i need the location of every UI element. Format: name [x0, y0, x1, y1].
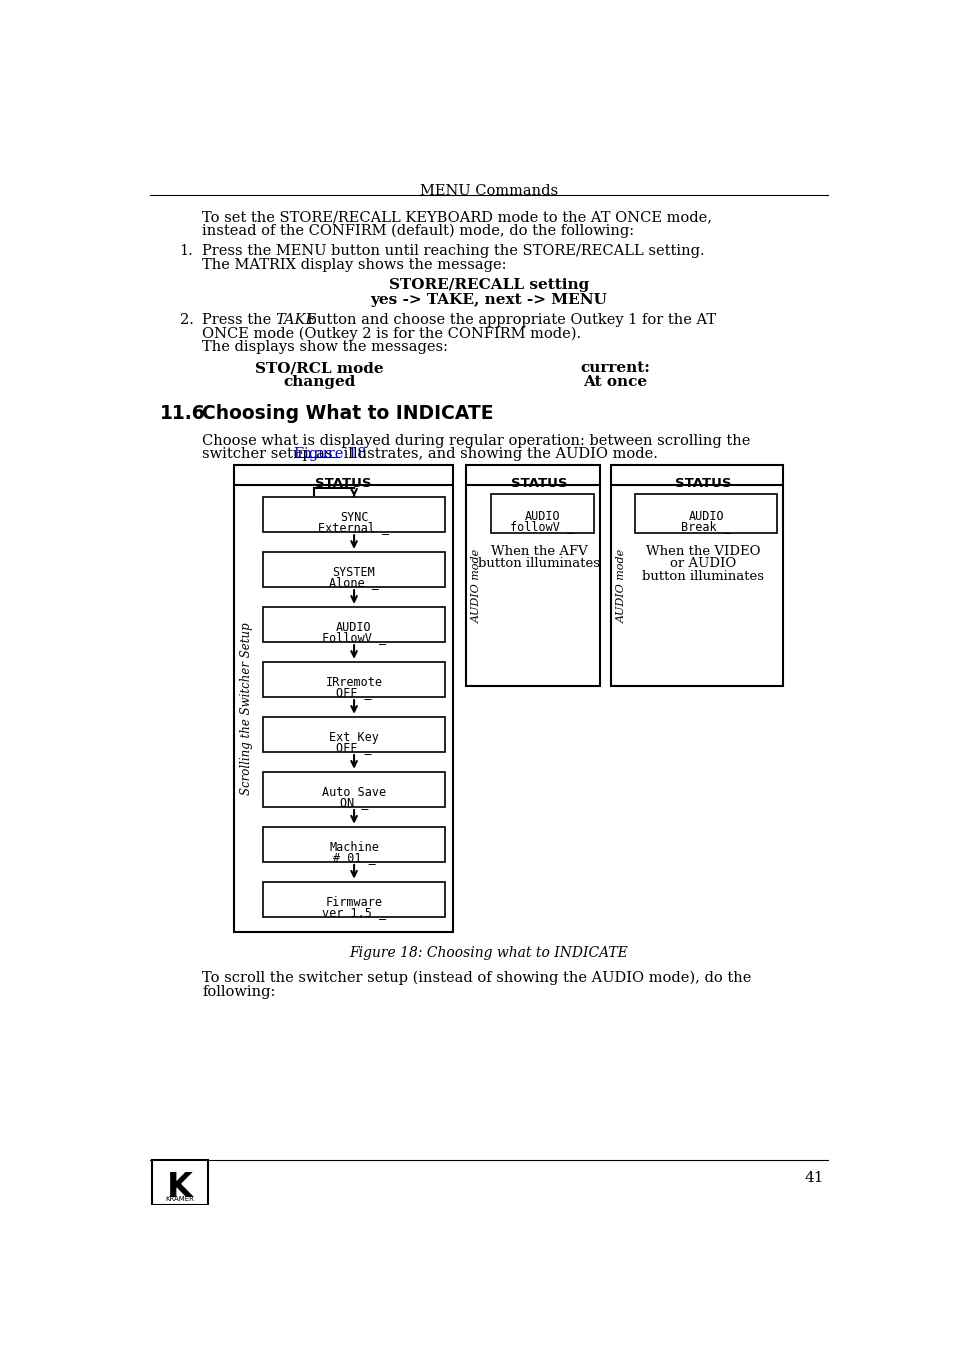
Text: followV _: followV _	[510, 520, 574, 532]
Bar	[263, 716, 444, 751]
Text: SYSTEM: SYSTEM	[333, 566, 375, 580]
Text: STATUS: STATUS	[314, 478, 371, 490]
Text: When the VIDEO: When the VIDEO	[645, 546, 760, 558]
Text: Choose what is displayed during regular operation: between scrolling the: Choose what is displayed during regular …	[202, 433, 750, 448]
Bar	[152, 1160, 208, 1205]
Text: STO/RCL mode: STO/RCL mode	[254, 362, 383, 375]
Text: TAKE: TAKE	[274, 313, 315, 326]
Text: ver 1.5 _: ver 1.5 _	[322, 906, 386, 919]
Text: FollowV _: FollowV _	[322, 631, 386, 645]
Text: The MATRIX display shows the message:: The MATRIX display shows the message:	[202, 259, 506, 272]
Text: External _: External _	[318, 521, 389, 535]
Text: When the AFV: When the AFV	[491, 546, 587, 558]
Text: Auto Save: Auto Save	[322, 787, 386, 799]
Text: switcher setup as: switcher setup as	[202, 447, 337, 462]
Text: Firmware: Firmware	[325, 896, 382, 909]
Bar	[263, 552, 444, 588]
Text: Machine: Machine	[329, 841, 378, 854]
Text: 1.: 1.	[179, 244, 193, 259]
Bar	[263, 772, 444, 807]
Bar	[233, 464, 452, 933]
Text: button and choose the appropriate Outkey 1 for the AT: button and choose the appropriate Outkey…	[303, 313, 716, 326]
Text: To scroll the switcher setup (instead of showing the AUDIO mode), do the: To scroll the switcher setup (instead of…	[202, 971, 751, 986]
Text: following:: following:	[202, 984, 275, 999]
Text: yes -> TAKE, next -> MENU: yes -> TAKE, next -> MENU	[370, 292, 607, 306]
Text: ON _: ON _	[339, 796, 368, 810]
Text: K: K	[167, 1171, 193, 1204]
Text: illustrates, and showing the AUDIO mode.: illustrates, and showing the AUDIO mode.	[338, 447, 657, 462]
Text: AUDIO mode: AUDIO mode	[472, 548, 482, 623]
Text: SYNC: SYNC	[339, 512, 368, 524]
Text: 11.6: 11.6	[159, 405, 205, 424]
Text: OFF _: OFF _	[335, 686, 372, 700]
Text: button illuminates: button illuminates	[477, 558, 599, 570]
Text: or AUDIO: or AUDIO	[669, 558, 736, 570]
Text: Scrolling the Switcher Setup: Scrolling the Switcher Setup	[239, 623, 253, 795]
Text: STATUS: STATUS	[675, 478, 731, 490]
Bar	[491, 494, 593, 533]
Bar	[263, 662, 444, 697]
Text: To set the STORE/RECALL KEYBOARD mode to the AT ONCE mode,: To set the STORE/RECALL KEYBOARD mode to…	[202, 210, 712, 225]
Text: AUDIO: AUDIO	[688, 509, 723, 523]
Text: ONCE mode (Outkey 2 is for the CONFIRM mode).: ONCE mode (Outkey 2 is for the CONFIRM m…	[202, 326, 580, 341]
Bar	[263, 497, 444, 532]
Text: KRAMER: KRAMER	[165, 1196, 193, 1202]
Text: MENU Commands: MENU Commands	[419, 184, 558, 198]
Bar	[635, 494, 777, 533]
Text: Figure 18: Choosing what to INDICATE: Figure 18: Choosing what to INDICATE	[349, 946, 628, 960]
Text: OFF _: OFF _	[335, 741, 372, 754]
Text: AUDIO mode: AUDIO mode	[616, 548, 626, 623]
Text: Figure 18: Figure 18	[294, 447, 366, 462]
Text: Ext Key: Ext Key	[329, 731, 378, 745]
Text: 2.: 2.	[179, 313, 193, 326]
Text: STATUS: STATUS	[511, 478, 567, 490]
Text: The displays show the messages:: The displays show the messages:	[202, 340, 448, 355]
Text: Alone _: Alone _	[329, 577, 378, 589]
Text: instead of the CONFIRM (default) mode, do the following:: instead of the CONFIRM (default) mode, d…	[202, 223, 634, 238]
Text: IRremote: IRremote	[325, 677, 382, 689]
Text: At once: At once	[582, 375, 647, 389]
Text: current:: current:	[579, 362, 650, 375]
Bar	[610, 464, 782, 686]
Bar	[466, 464, 599, 686]
Text: AUDIO: AUDIO	[524, 509, 559, 523]
Text: Choosing What to INDICATE: Choosing What to INDICATE	[202, 405, 493, 424]
Text: Press the MENU button until reaching the STORE/RECALL setting.: Press the MENU button until reaching the…	[202, 244, 704, 259]
Text: button illuminates: button illuminates	[641, 570, 763, 582]
Bar	[263, 881, 444, 917]
Text: Press the: Press the	[202, 313, 275, 326]
Bar	[263, 826, 444, 862]
Text: Break _: Break _	[680, 520, 731, 532]
Text: # 01 _: # 01 _	[333, 852, 375, 864]
Text: STORE/RECALL setting: STORE/RECALL setting	[389, 278, 588, 292]
Text: 41: 41	[804, 1171, 823, 1185]
Text: AUDIO: AUDIO	[335, 621, 372, 635]
Bar	[263, 607, 444, 642]
Text: changed: changed	[283, 375, 355, 389]
